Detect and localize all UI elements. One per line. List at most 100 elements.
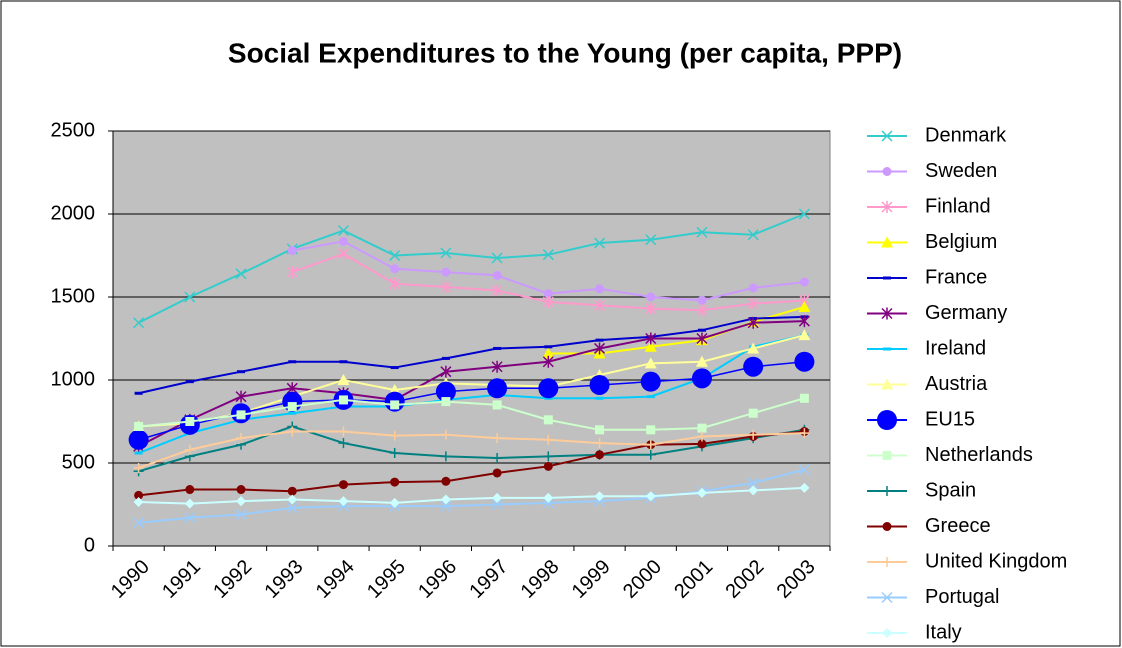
marker [337,374,350,385]
marker [390,264,400,274]
marker [743,356,764,377]
marker [798,208,810,220]
marker [695,355,708,367]
legend-label: Germany [925,302,1007,324]
marker [644,357,657,369]
marker [799,428,810,439]
marker [134,421,144,431]
marker [134,490,144,500]
marker [883,347,891,351]
series-line [138,315,805,395]
legend-label: Netherlands [925,444,1033,466]
series-line [138,430,805,469]
marker [440,451,451,462]
marker [747,477,759,489]
legend-label: United Kingdom [925,550,1067,572]
marker [542,295,554,308]
marker [798,300,811,312]
marker [646,292,656,302]
chart-title: Social Expenditures to the Young (per ca… [228,37,902,68]
y-tick-label: 0 [84,534,95,556]
marker [697,439,707,449]
marker [748,429,759,440]
marker [286,502,298,514]
marker [288,360,297,364]
marker [794,351,815,372]
marker [747,342,760,354]
legend-label: Denmark [925,124,1007,146]
marker [390,366,399,370]
marker [337,247,349,260]
marker [236,433,247,444]
marker [799,482,810,493]
marker [882,522,892,531]
marker [542,249,554,261]
marker [747,316,759,329]
marker [441,356,450,360]
legend-label: Finland [925,195,991,217]
marker [645,302,657,315]
marker [881,236,893,248]
marker [185,380,194,384]
marker [236,496,247,507]
marker [543,289,553,299]
marker [184,444,195,455]
marker [339,360,348,364]
marker [134,451,143,455]
marker [882,167,892,176]
marker [882,451,892,460]
legend-label: Sweden [925,160,997,182]
marker [881,201,893,213]
marker [881,307,893,320]
marker [440,365,452,378]
marker [594,491,605,502]
y-tick-label: 2000 [51,202,96,224]
marker [491,284,503,297]
marker [235,390,247,403]
series-line [138,486,805,505]
marker [441,476,451,486]
marker [184,512,196,524]
marker [440,247,452,259]
marker [882,628,892,638]
y-tick-label: 1000 [51,368,96,390]
marker [338,395,348,405]
legend-label: Belgium [925,231,997,253]
marker [441,397,451,407]
marker [389,497,400,508]
marker [748,283,758,293]
marker [390,477,400,487]
marker [337,225,349,237]
marker [236,410,246,420]
marker [696,226,708,238]
marker [441,267,451,277]
marker [798,329,811,341]
marker [235,508,247,520]
marker [128,429,149,450]
marker [883,276,891,280]
marker [882,486,892,496]
marker [236,485,246,495]
marker [134,391,143,395]
marker [440,281,452,294]
series-line [138,320,805,448]
marker [644,340,657,352]
marker [747,297,759,310]
marker [696,487,707,498]
marker [640,371,661,392]
marker [748,485,759,496]
marker [595,284,605,294]
marker [697,423,707,433]
marker [881,130,893,142]
marker [491,360,503,373]
marker [595,425,605,435]
marker [882,557,892,567]
marker [877,410,897,430]
marker [237,370,246,374]
legend-label: Greece [925,515,991,537]
marker [435,381,456,402]
marker [645,234,657,246]
marker [492,468,502,478]
marker [133,317,145,329]
